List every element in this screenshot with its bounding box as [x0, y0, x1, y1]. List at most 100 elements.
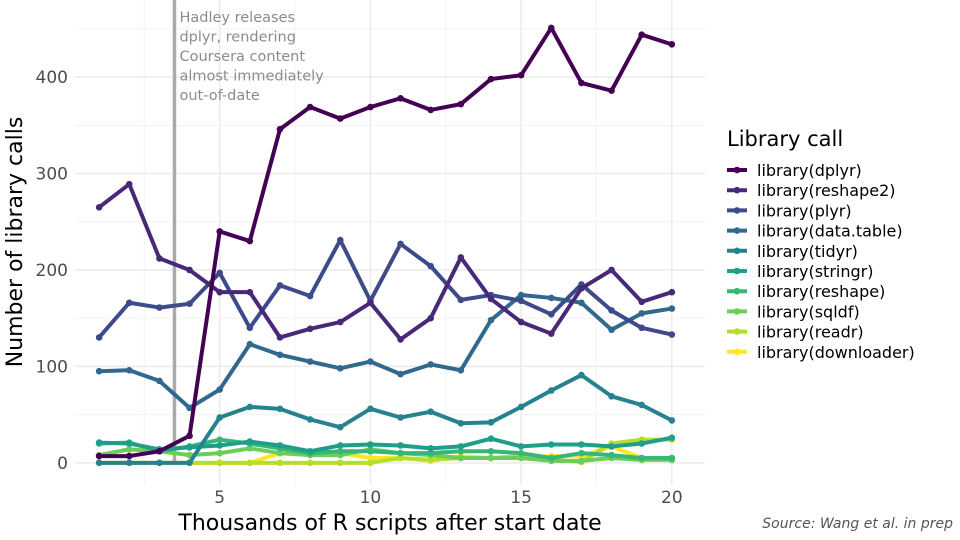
data-point [125, 440, 133, 447]
data-point [125, 452, 133, 460]
data-point [246, 459, 254, 467]
data-point [186, 266, 193, 274]
data-point [216, 269, 223, 277]
data-point [517, 71, 525, 79]
data-point [547, 24, 555, 32]
data-point [517, 297, 525, 305]
x-tick-label: 10 [360, 488, 382, 508]
data-point [336, 447, 344, 455]
data-point [95, 459, 103, 467]
data-point [367, 405, 374, 413]
legend-key-point [733, 186, 741, 194]
legend-key-point [733, 247, 741, 255]
data-point [246, 288, 254, 296]
data-point [668, 305, 676, 312]
legend-key-point [733, 227, 741, 234]
data-point [216, 449, 223, 457]
data-point [367, 299, 374, 307]
data-point [668, 288, 676, 296]
legend-key-point [733, 348, 741, 356]
data-point [427, 314, 434, 322]
data-point [306, 103, 314, 111]
data-point [95, 439, 103, 446]
legend-key-point [733, 207, 741, 214]
annotation-text: Hadley releases [179, 10, 295, 26]
legend-label: library(stringr) [757, 262, 873, 281]
data-point [125, 299, 133, 307]
data-point [638, 324, 645, 332]
data-point [216, 288, 223, 296]
data-point [457, 254, 465, 261]
data-point [638, 440, 645, 447]
data-point [487, 295, 495, 303]
data-point [186, 300, 193, 308]
annotation-text: almost immediately [179, 69, 324, 85]
legend-label: library(readr) [757, 323, 864, 342]
data-point [427, 456, 434, 464]
series-line [97, 238, 673, 339]
data-point [427, 449, 434, 457]
data-point [638, 298, 645, 306]
data-point [457, 454, 465, 462]
data-point [276, 442, 284, 449]
data-point [306, 447, 314, 455]
data-point [186, 404, 193, 412]
data-point [246, 324, 254, 332]
annotation-text: out-of-date [179, 88, 259, 104]
data-point [608, 307, 615, 314]
data-point [487, 435, 495, 443]
data-point [397, 336, 404, 343]
data-point [125, 180, 133, 188]
series-line [99, 293, 673, 410]
data-point [457, 447, 465, 455]
data-point [517, 291, 525, 299]
data-point [487, 316, 495, 324]
y-axis-title: Number of library calls [3, 117, 28, 368]
data-point [668, 41, 676, 48]
data-point [638, 454, 645, 462]
data-point [156, 447, 163, 455]
data-point [397, 449, 404, 457]
data-point [336, 318, 344, 326]
data-point [156, 255, 163, 262]
y-tick-label: 0 [57, 454, 68, 474]
data-point [608, 266, 615, 274]
legend-key-point [733, 328, 741, 335]
data-point [367, 358, 374, 365]
y-tick-label: 400 [36, 68, 68, 88]
series-line [97, 182, 673, 342]
data-point [276, 351, 284, 359]
data-point [638, 401, 645, 409]
data-point [306, 459, 314, 467]
data-point [547, 311, 555, 318]
data-point [397, 414, 404, 421]
data-point [578, 299, 585, 307]
data-point [427, 445, 434, 452]
data-point [547, 387, 555, 394]
data-point [246, 445, 254, 452]
data-point [156, 304, 163, 311]
data-point [397, 95, 404, 102]
data-point [216, 459, 223, 467]
data-point [336, 423, 344, 431]
x-tick-label: 20 [661, 488, 683, 508]
series-line [99, 435, 673, 454]
data-point [336, 365, 344, 372]
data-point [367, 447, 374, 455]
data-point [367, 441, 374, 448]
data-point [186, 459, 193, 467]
legend-label: library(dplyr) [757, 161, 862, 180]
data-point [427, 408, 434, 416]
data-point [246, 340, 254, 348]
data-point [306, 325, 314, 333]
annotation-text: dplyr, rendering [179, 30, 295, 46]
legend-key-point [733, 267, 741, 275]
data-point [397, 454, 404, 462]
data-point [638, 310, 645, 317]
data-point [186, 444, 193, 451]
data-point [608, 392, 615, 400]
data-point [156, 459, 163, 467]
data-point [457, 366, 465, 374]
legend-label: library(data.table) [757, 222, 903, 241]
